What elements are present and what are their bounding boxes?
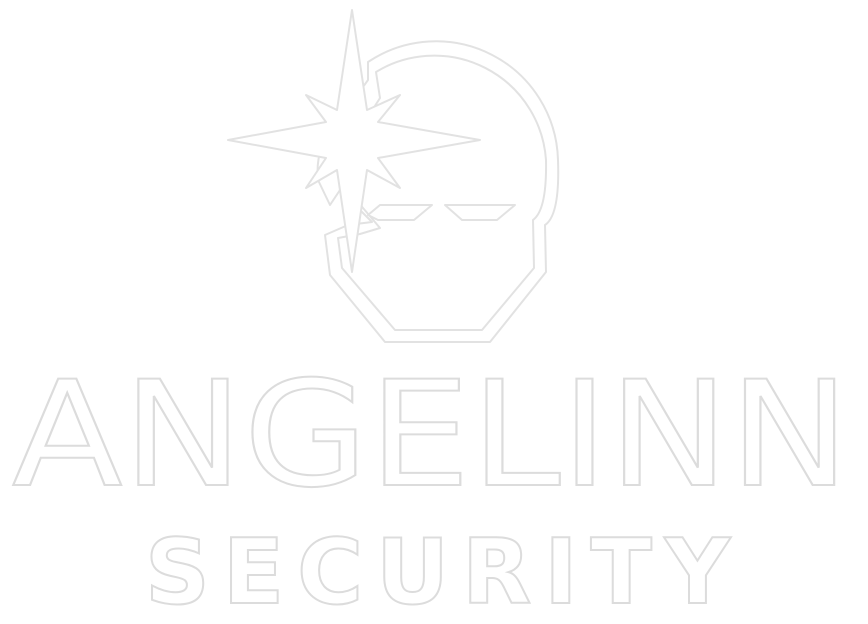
eye-right: [444, 204, 516, 221]
brand-tagline: SECURITY: [145, 520, 732, 624]
star: [227, 9, 481, 273]
eye-left: [367, 204, 433, 221]
brand-name: ANGELINN: [12, 350, 850, 520]
